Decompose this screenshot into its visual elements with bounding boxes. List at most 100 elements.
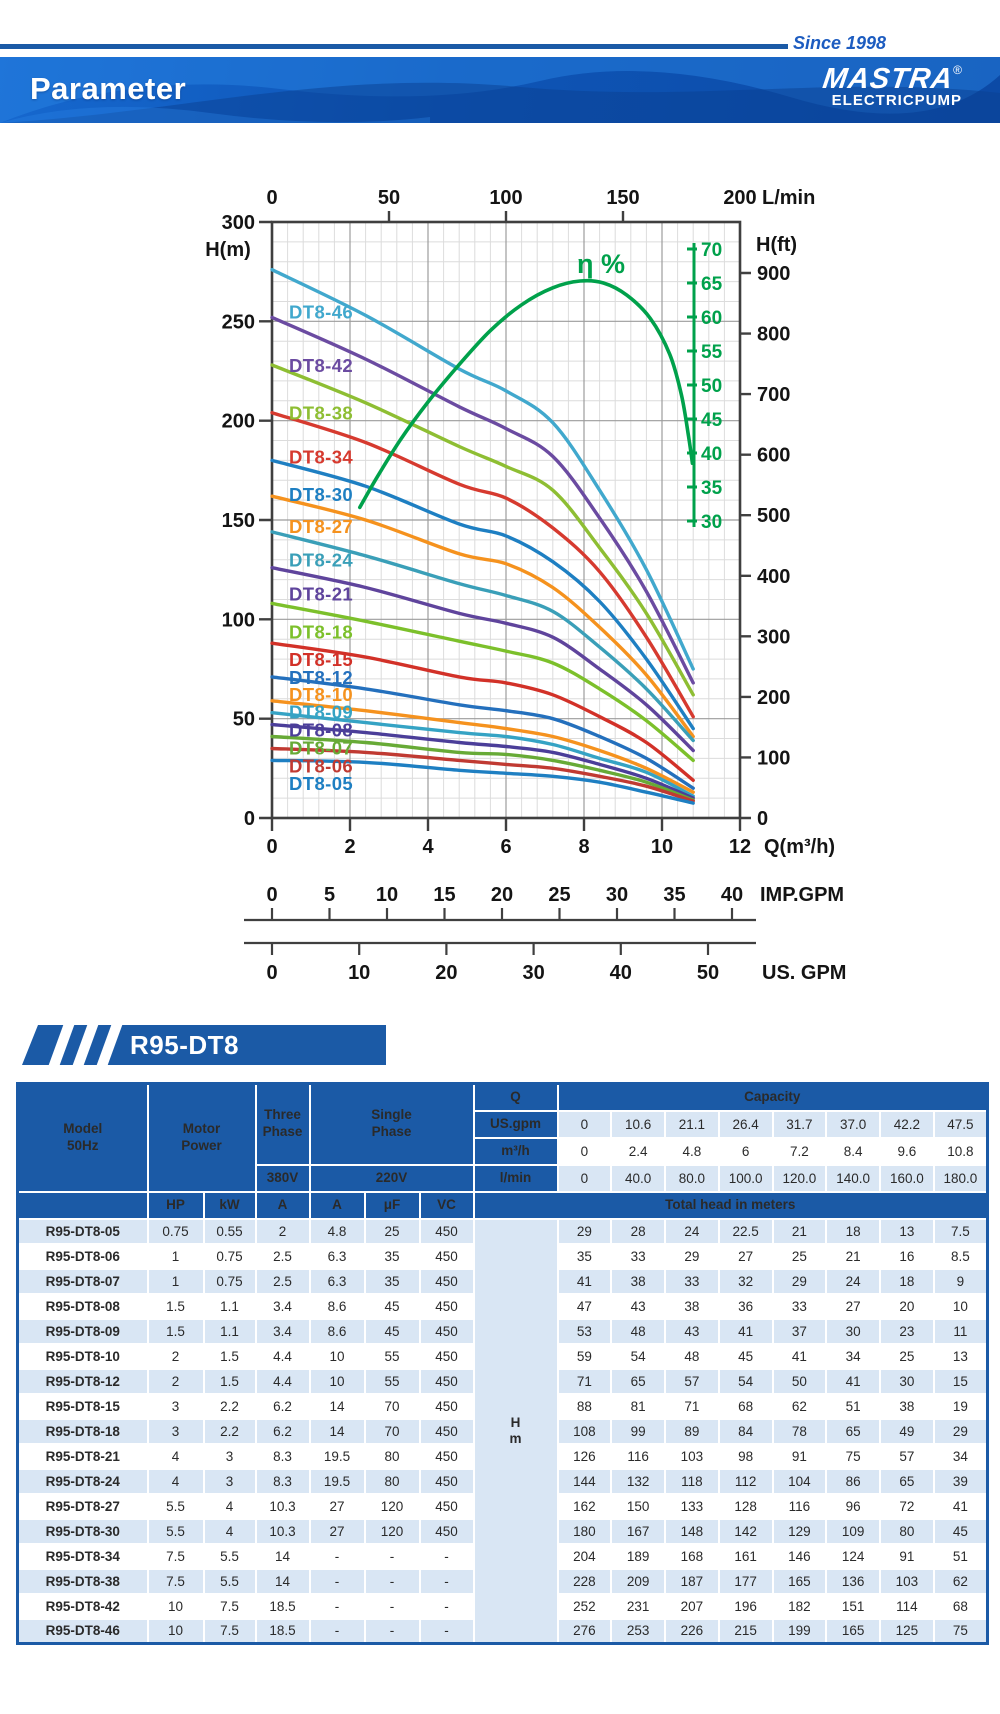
curve-DT8-27 <box>270 494 695 739</box>
head-value-cell: 103 <box>879 1567 935 1595</box>
single-phase-cell: 35 <box>363 1267 421 1295</box>
left-axis-unit-label: H(m) <box>205 239 251 261</box>
imp-gpm-tick-label: 20 <box>491 884 513 906</box>
curve-DT8-38 <box>270 363 695 697</box>
imp-gpm-tick-label: 10 <box>376 884 398 906</box>
curve-label-DT8-10: DT8-10 <box>289 684 353 705</box>
single-phase-cell: 450 <box>418 1367 475 1395</box>
head-value-cell: 29 <box>771 1267 828 1295</box>
curve-label-DT8-09: DT8-09 <box>289 702 353 723</box>
empty-header <box>16 1190 149 1220</box>
head-value-cell: 57 <box>664 1367 720 1395</box>
head-value-cell: 45 <box>932 1517 989 1545</box>
kw-cell: 1.1 <box>202 1292 257 1320</box>
top-axis-unit-label: L/min <box>762 187 815 209</box>
curve-DT8-09 <box>270 711 695 798</box>
single-phase-cell: 120 <box>363 1517 421 1545</box>
head-value-cell: 62 <box>932 1567 989 1595</box>
three-phase-a-cell: 4.4 <box>254 1367 311 1395</box>
head-value-cell: 27 <box>717 1242 774 1270</box>
top-axis-ticks <box>387 211 625 222</box>
left-axis-tick-label: 300 <box>222 212 255 234</box>
three-phase-a-cell: 8.3 <box>254 1467 311 1495</box>
head-value-cell: 91 <box>879 1542 935 1570</box>
model-cell: R95-DT8-21 <box>16 1442 149 1470</box>
head-value-cell: 118 <box>664 1467 720 1495</box>
table-row: R95-DT8-06 1 0.75 2.5 6.3 35 450 35 33 29 27 25 21 16… <box>16 1242 989 1270</box>
capacity-value: 9.6 <box>879 1136 935 1166</box>
spec-table: Model 50Hz Motor Power Three Phase Single Phase… <box>16 1082 990 1645</box>
us-gpm-tick-label: 20 <box>435 962 457 984</box>
model-cell: R95-DT8-15 <box>16 1392 149 1420</box>
head-value-cell: 18 <box>825 1217 882 1245</box>
three-phase-a-cell: 10.3 <box>254 1517 311 1545</box>
capacity-value: 100.0 <box>717 1163 774 1193</box>
hp-cell: 1.5 <box>146 1317 205 1345</box>
table-row: R95-DT8-12 2 1.5 4.4 10 55 450 71 65 57 54 50 41 30 15 <box>16 1367 989 1395</box>
head-value-cell: 18 <box>879 1267 935 1295</box>
unit-subheader: VC <box>418 1190 475 1220</box>
head-value-cell: 21 <box>771 1217 828 1245</box>
head-value-cell: 81 <box>610 1392 667 1420</box>
capacity-value: 0 <box>556 1163 613 1193</box>
right-axis-tick-label: 900 <box>757 263 790 285</box>
efficiency-tick-label: 40 <box>701 444 722 465</box>
head-value-cell: 29 <box>932 1417 989 1445</box>
voltage-380: 380V <box>254 1163 311 1193</box>
head-value-cell: 276 <box>556 1617 613 1645</box>
head-value-cell: 89 <box>664 1417 720 1445</box>
head-value-cell: 62 <box>771 1392 828 1420</box>
head-value-cell: 104 <box>771 1467 828 1495</box>
head-value-cell: 84 <box>717 1417 774 1445</box>
head-value-cell: 129 <box>771 1517 828 1545</box>
table-row: R95-DT8-30 5.5 4 10.3 27 120 450 180 167 148 142 12… <box>16 1517 989 1545</box>
head-value-cell: 9 <box>932 1267 989 1295</box>
top-axis-tick-label: 100 <box>489 187 522 209</box>
head-value-cell: 54 <box>610 1342 667 1370</box>
head-value-cell: 45 <box>717 1342 774 1370</box>
curve-DT8-05 <box>270 758 695 805</box>
three-phase-a-cell: 4.4 <box>254 1342 311 1370</box>
right-axis-unit-label: H(ft) <box>756 234 797 256</box>
imp-gpm-tick-label: 30 <box>606 884 628 906</box>
head-value-cell: 53 <box>556 1317 613 1345</box>
header-band: Parameter MASTRA® ELECTRICPUMP <box>0 57 1000 123</box>
model-cell: R95-DT8-18 <box>16 1417 149 1445</box>
hp-cell: 1 <box>146 1242 205 1270</box>
head-value-cell: 41 <box>717 1317 774 1345</box>
unit-subheader: kW <box>202 1190 257 1220</box>
three-phase-header: Three Phase <box>254 1082 311 1166</box>
right-axis-tick-label: 200 <box>757 687 790 709</box>
head-value-cell: 65 <box>825 1417 882 1445</box>
head-value-cell: 57 <box>879 1442 935 1470</box>
single-phase-cell: 27 <box>308 1492 366 1520</box>
head-value-cell: 16 <box>879 1242 935 1270</box>
single-phase-cell: 450 <box>418 1342 475 1370</box>
capacity-value: 10.6 <box>610 1109 667 1139</box>
head-value-cell: 142 <box>717 1517 774 1545</box>
efficiency-tick-label: 65 <box>701 274 723 295</box>
hp-cell: 2 <box>146 1367 205 1395</box>
table-row: R95-DT8-42 10 7.5 18.5- - -252 231 207 196 182 151… <box>16 1592 989 1620</box>
capacity-value: 26.4 <box>717 1109 774 1139</box>
model-header: Model 50Hz <box>16 1082 149 1193</box>
kw-cell: 7.5 <box>202 1592 257 1620</box>
head-value-cell: 24 <box>664 1217 720 1245</box>
head-value-cell: 48 <box>664 1342 720 1370</box>
head-value-cell: 177 <box>717 1567 774 1595</box>
table-row: R95-DT8-24 4 3 8.3 19.5 80 450 144 132 118 112 104 8… <box>16 1467 989 1495</box>
single-phase-cell: 450 <box>418 1392 475 1420</box>
curve-label-DT8-27: DT8-27 <box>289 516 353 537</box>
head-value-cell: 124 <box>825 1542 882 1570</box>
single-phase-cell: 8.6 <box>308 1317 366 1345</box>
top-axis-tick-label: 50 <box>378 187 400 209</box>
curve-DT8-18 <box>270 601 695 763</box>
head-value-cell: 112 <box>717 1467 774 1495</box>
head-value-cell: 128 <box>717 1492 774 1520</box>
three-phase-a-cell: 14 <box>254 1542 311 1570</box>
curve-label-DT8-30: DT8-30 <box>289 484 353 505</box>
head-value-cell: 29 <box>556 1217 613 1245</box>
